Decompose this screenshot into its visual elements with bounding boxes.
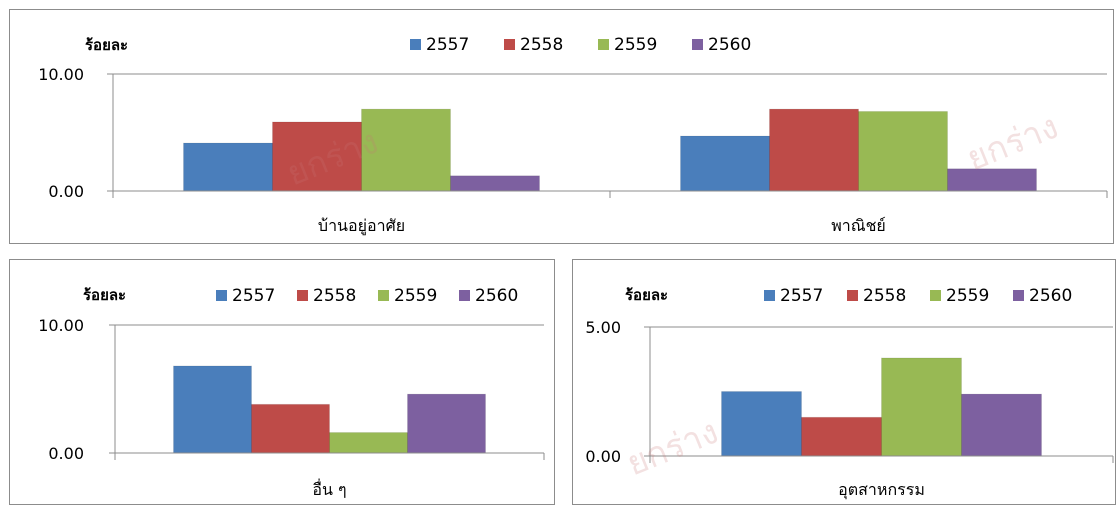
legend-label-2557: 2557 (780, 286, 823, 306)
x-category-label-0: บ้านอยู่อาศัย (318, 216, 405, 236)
legend-swatch-2560 (692, 39, 703, 50)
legend-swatch-2559 (378, 290, 389, 301)
legend-label-2557: 2557 (426, 35, 469, 55)
legend-label-2559: 2559 (614, 35, 657, 55)
chart-panel-other: ร้อยละ 2557 2558 2559 2560 10.00 0.00 อื่น ๆ (9, 259, 555, 505)
y-axis-label: ร้อยละ (85, 36, 128, 54)
legend-label-2558: 2558 (313, 286, 356, 306)
legend-label-2558: 2558 (863, 286, 906, 306)
bar-chart-other: ร้อยละ 2557 2558 2559 2560 10.00 0.00 อื่น ๆ (38, 286, 545, 499)
legend-swatch-2557 (216, 290, 227, 301)
y-tick-label-min: 0.00 (48, 182, 84, 201)
legend-label-2559: 2559 (394, 286, 437, 306)
bar-2559-0 (881, 357, 962, 457)
bar-2559-0 (329, 432, 408, 454)
bar-2557-0 (721, 391, 802, 457)
legend-label-2560: 2560 (475, 286, 518, 306)
legend-label-2558: 2558 (520, 35, 563, 55)
y-tick-label-max: 5.00 (585, 318, 621, 337)
legend-label-2560: 2560 (1029, 286, 1072, 306)
x-category-label-0: อื่น ๆ (312, 478, 346, 499)
chart-panel-industry: ร้อยละ 2557 2558 2559 2560 5.00 0.00 อุตสาหกรรม (572, 259, 1116, 505)
legend-swatch-2560 (1013, 290, 1024, 301)
y-axis-label: ร้อยละ (83, 286, 126, 304)
y-tick-label-min: 0.00 (48, 444, 84, 463)
chart-panel-residential-commercial: ร้อยละ 2557 2558 2559 2560 10.00 0.00 บ้านอยู่อ… (9, 9, 1114, 244)
legend-label-2557: 2557 (232, 286, 275, 306)
bar-chart-industry: ร้อยละ 2557 2558 2559 2560 5.00 0.00 อุตสาหกรรม (585, 286, 1114, 500)
legend-swatch-2558 (504, 39, 515, 50)
y-axis-label: ร้อยละ (625, 286, 668, 304)
bar-chart-residential-commercial: ร้อยละ 2557 2558 2559 2560 10.00 0.00 บ้านอยู่อ… (38, 35, 1108, 236)
bar-2559-0 (361, 108, 451, 192)
x-category-label-1: พาณิชย์ (831, 216, 886, 235)
legend-swatch-2558 (847, 290, 858, 301)
bar-2560-0 (961, 393, 1042, 457)
bar-2558-1 (769, 108, 859, 192)
bar-2558-0 (801, 416, 882, 457)
y-tick-label-min: 0.00 (585, 447, 621, 466)
bar-2560-0 (407, 393, 486, 454)
bar-2560-0 (450, 175, 540, 192)
bar-2557-0 (183, 142, 273, 192)
bar-2558-0 (251, 403, 330, 454)
y-tick-label-max: 10.00 (38, 65, 84, 84)
bar-2559-1 (858, 110, 948, 192)
bar-2557-1 (680, 135, 770, 192)
legend-swatch-2559 (598, 39, 609, 50)
legend-swatch-2558 (297, 290, 308, 301)
y-tick-label-max: 10.00 (38, 316, 84, 335)
legend-label-2559: 2559 (946, 286, 989, 306)
bar-2557-0 (173, 365, 252, 454)
legend-swatch-2560 (459, 290, 470, 301)
x-category-label-0: อุตสาหกรรม (838, 480, 925, 500)
legend-swatch-2559 (930, 290, 941, 301)
bar-2560-1 (947, 168, 1037, 192)
legend-label-2560: 2560 (708, 35, 751, 55)
legend-swatch-2557 (410, 39, 421, 50)
legend-swatch-2557 (764, 290, 775, 301)
bar-2558-0 (272, 121, 362, 192)
